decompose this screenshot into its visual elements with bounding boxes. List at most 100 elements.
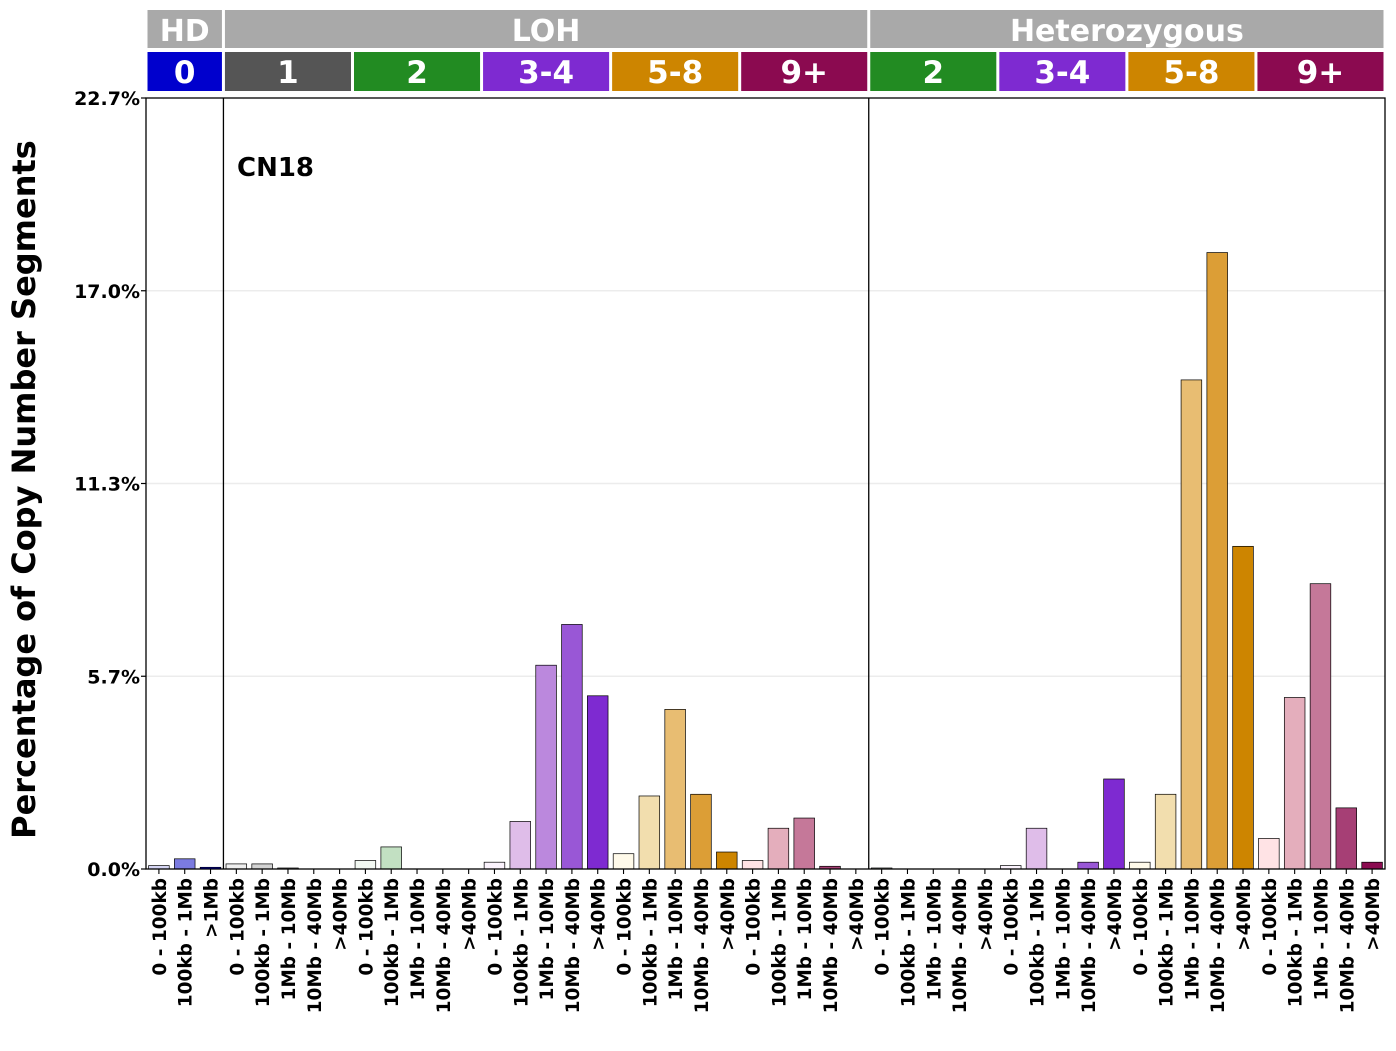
- x-tick-label: 100kb - 1Mb: [1028, 878, 1049, 1007]
- cn-group-box: [224, 52, 351, 91]
- x-tick-label: 0 - 100kb: [744, 878, 765, 976]
- x-tick-label: 10Mb - 40Mb: [1208, 878, 1229, 1013]
- cn-group-label: 5-8: [647, 55, 703, 91]
- x-tick-label: 1Mb - 10Mb: [666, 878, 687, 1000]
- bar: [664, 709, 686, 870]
- x-tick-label: 10Mb - 40Mb: [950, 878, 971, 1013]
- x-tick-label: 100kb - 1Mb: [176, 878, 197, 1007]
- cn-group-label: 9+: [1297, 55, 1345, 91]
- x-tick-label: 1Mb - 10Mb: [1182, 878, 1203, 1000]
- bar: [1283, 697, 1306, 870]
- x-tick-label: 0 - 100kb: [1260, 878, 1281, 976]
- x-tick-label: 0 - 100kb: [615, 878, 636, 976]
- bar: [1232, 545, 1254, 870]
- bar: [1025, 827, 1048, 870]
- cn-group-label: 2: [406, 55, 428, 91]
- top-group-box: [224, 10, 868, 48]
- x-tick-label: >40Mb: [1105, 878, 1126, 951]
- cn-group-box: [612, 52, 739, 91]
- x-tick-label: 1Mb - 10Mb: [537, 878, 558, 1000]
- cn-group-box: [1128, 52, 1255, 91]
- x-tick-label: 100kb - 1Mb: [253, 878, 274, 1007]
- x-tick-label: >40Mb: [847, 878, 868, 951]
- x-tick-label: 100kb - 1Mb: [1286, 878, 1307, 1007]
- x-tick-label: 1Mb - 10Mb: [279, 878, 300, 1000]
- x-tick-label: 100kb - 1Mb: [640, 878, 661, 1007]
- bar: [483, 861, 506, 870]
- cn-group-label: 9+: [780, 55, 828, 91]
- bar: [741, 860, 764, 870]
- bar: [690, 793, 712, 870]
- x-tick-label: >40Mb: [1363, 878, 1384, 951]
- cn-group-label: 5-8: [1163, 55, 1219, 91]
- bar: [251, 863, 273, 870]
- x-axis: 0 - 100kb 100kb - 1Mb >1Mb 0 - 100kb 100kb -…: [150, 869, 1384, 1013]
- x-tick-label: 1Mb - 10Mb: [924, 878, 945, 1000]
- x-tick-label: 0 - 100kb: [1002, 878, 1023, 976]
- x-tick-label: >40Mb: [976, 878, 997, 951]
- bar: [174, 858, 196, 870]
- bar: [638, 795, 661, 870]
- x-tick-label: 100kb - 1Mb: [511, 878, 532, 1007]
- cn-group-box: [483, 52, 610, 91]
- x-tick-label: 10Mb - 40Mb: [821, 878, 842, 1013]
- bar: [1206, 252, 1228, 870]
- x-tick-label: 10Mb - 40Mb: [563, 878, 584, 1013]
- y-tick-label: 22.7%: [74, 88, 140, 110]
- cn-group-box: [741, 52, 868, 91]
- bar: [225, 863, 248, 870]
- x-tick-label: 100kb - 1Mb: [382, 878, 403, 1007]
- copy-number-strip: 0 1 2 3-4 5-8 9+ 2 3-4 5-8 9+: [147, 52, 1384, 91]
- x-tick-label: 0 - 100kb: [227, 878, 248, 976]
- x-tick-label: 10Mb - 40Mb: [434, 878, 455, 1013]
- x-tick-label: >40Mb: [460, 878, 481, 951]
- x-tick-label: >40Mb: [331, 878, 352, 951]
- x-tick-label: 0 - 100kb: [356, 878, 377, 976]
- bar: [380, 846, 402, 870]
- bar: [1077, 861, 1099, 870]
- top-group-box: [870, 10, 1384, 48]
- y-tick-label: 0.0%: [87, 859, 140, 881]
- x-tick-label: >40Mb: [1234, 878, 1255, 951]
- bar: [1103, 778, 1125, 870]
- top-group-label: HD: [160, 14, 210, 49]
- x-tick-label: 0 - 100kb: [485, 878, 506, 976]
- x-tick-label: 1Mb - 10Mb: [408, 878, 429, 1000]
- cn-group-box: [354, 52, 481, 91]
- bar: [1129, 861, 1151, 870]
- gridlines: [146, 290, 1385, 677]
- bar: [612, 853, 635, 870]
- bar: [509, 821, 531, 870]
- y-tick-label: 11.3%: [74, 474, 140, 496]
- top-group-box: [147, 10, 222, 48]
- x-tick-label: 10Mb - 40Mb: [1079, 878, 1100, 1013]
- cn-group-label: 0: [174, 55, 196, 91]
- bar: [535, 664, 557, 870]
- x-tick-label: >1Mb: [202, 878, 223, 938]
- bar: [1258, 838, 1280, 870]
- x-tick-label: 100kb - 1Mb: [1157, 878, 1178, 1007]
- bar: [1154, 793, 1177, 870]
- bar: [561, 624, 583, 870]
- cn-group-box: [1257, 52, 1384, 91]
- x-tick-label: 0 - 100kb: [1131, 878, 1152, 976]
- x-tick-label: 100kb - 1Mb: [769, 878, 790, 1007]
- x-tick-label: 10Mb - 40Mb: [305, 878, 326, 1013]
- cn-group-box: [147, 52, 222, 91]
- cn-group-box: [999, 52, 1126, 91]
- cn-group-label: 3-4: [518, 55, 574, 91]
- y-axis: 0.0% 5.7% 11.3% 17.0% 22.7%: [74, 88, 146, 881]
- cn-group-label: 1: [277, 55, 299, 91]
- x-tick-label: 10Mb - 40Mb: [692, 878, 713, 1013]
- bar: [716, 851, 738, 870]
- bar: [587, 695, 609, 870]
- x-tick-label: >40Mb: [589, 878, 610, 951]
- signature-label: CN18: [237, 153, 314, 183]
- bars: [148, 252, 1383, 870]
- y-tick-label: 17.0%: [74, 281, 140, 303]
- top-group-label: Heterozygous: [1010, 14, 1244, 49]
- cn-group-label: 3-4: [1034, 55, 1090, 91]
- x-tick-label: 100kb - 1Mb: [898, 878, 919, 1007]
- y-axis-title: Percentage of Copy Number Segments: [5, 140, 43, 839]
